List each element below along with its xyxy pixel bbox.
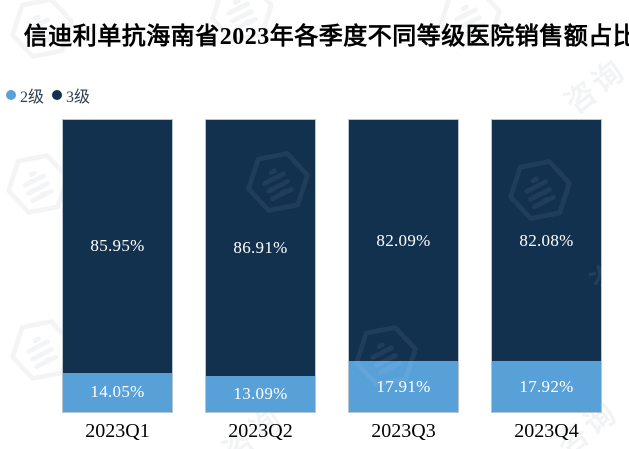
bar-segment-grade2: 14.05% bbox=[63, 372, 172, 412]
watermark-text: 咨询 bbox=[559, 52, 629, 121]
bar-column: 86.91% 13.09% 2023Q2 bbox=[205, 119, 316, 443]
legend-item-grade3: 3级 bbox=[52, 83, 90, 107]
stacked-bar: 82.08% 17.92% bbox=[491, 119, 602, 413]
chart-title: 信迪利单抗海南省2023年各季度不同等级医院销售额占比 bbox=[23, 24, 629, 50]
legend-label-grade3: 3级 bbox=[66, 89, 91, 106]
plot-area: 85.95% 14.05% 2023Q1 86.91% 13.09% 2023Q2 82.0… bbox=[62, 119, 603, 449]
bar-value-label-grade3: 82.08% bbox=[519, 230, 574, 250]
bar-segment-grade3: 82.09% bbox=[349, 120, 458, 362]
legend-dot-grade2-icon bbox=[6, 90, 16, 100]
bar-value-label-grade3: 85.95% bbox=[90, 236, 145, 256]
legend: 2级 3级 bbox=[6, 83, 90, 107]
bar-value-label-grade2: 14.05% bbox=[90, 382, 145, 402]
bar-column: 85.95% 14.05% 2023Q1 bbox=[62, 119, 173, 443]
x-axis-label: 2023Q2 bbox=[228, 420, 293, 442]
legend-label-grade2: 2级 bbox=[20, 89, 45, 106]
bar-segment-grade2: 17.92% bbox=[492, 361, 601, 412]
bar-column: 82.08% 17.92% 2023Q4 bbox=[491, 119, 602, 443]
stacked-bar: 85.95% 14.05% bbox=[62, 119, 173, 413]
x-axis-label: 2023Q3 bbox=[371, 420, 436, 442]
bar-segment-grade3: 85.95% bbox=[63, 120, 172, 373]
bar-value-label-grade3: 82.09% bbox=[376, 230, 431, 250]
x-axis-label: 2023Q1 bbox=[85, 420, 150, 442]
legend-dot-grade3-icon bbox=[52, 90, 63, 100]
stacked-bar: 86.91% 13.09% bbox=[205, 119, 316, 413]
bar-segment-grade3: 82.08% bbox=[492, 120, 601, 362]
bar-value-label-grade2: 17.92% bbox=[519, 376, 574, 396]
bar-segment-grade3: 86.91% bbox=[206, 120, 315, 376]
bar-value-label-grade2: 17.91% bbox=[376, 376, 431, 396]
bar-value-label-grade2: 13.09% bbox=[233, 383, 288, 403]
bar-segment-grade2: 17.91% bbox=[349, 361, 458, 412]
stacked-bar: 82.09% 17.91% bbox=[348, 119, 459, 413]
bar-column: 82.09% 17.91% 2023Q3 bbox=[348, 119, 459, 443]
bar-value-label-grade3: 86.91% bbox=[233, 237, 288, 257]
legend-item-grade2: 2级 bbox=[6, 83, 44, 107]
bar-segment-grade2: 13.09% bbox=[206, 375, 315, 412]
x-axis-label: 2023Q4 bbox=[514, 420, 579, 442]
